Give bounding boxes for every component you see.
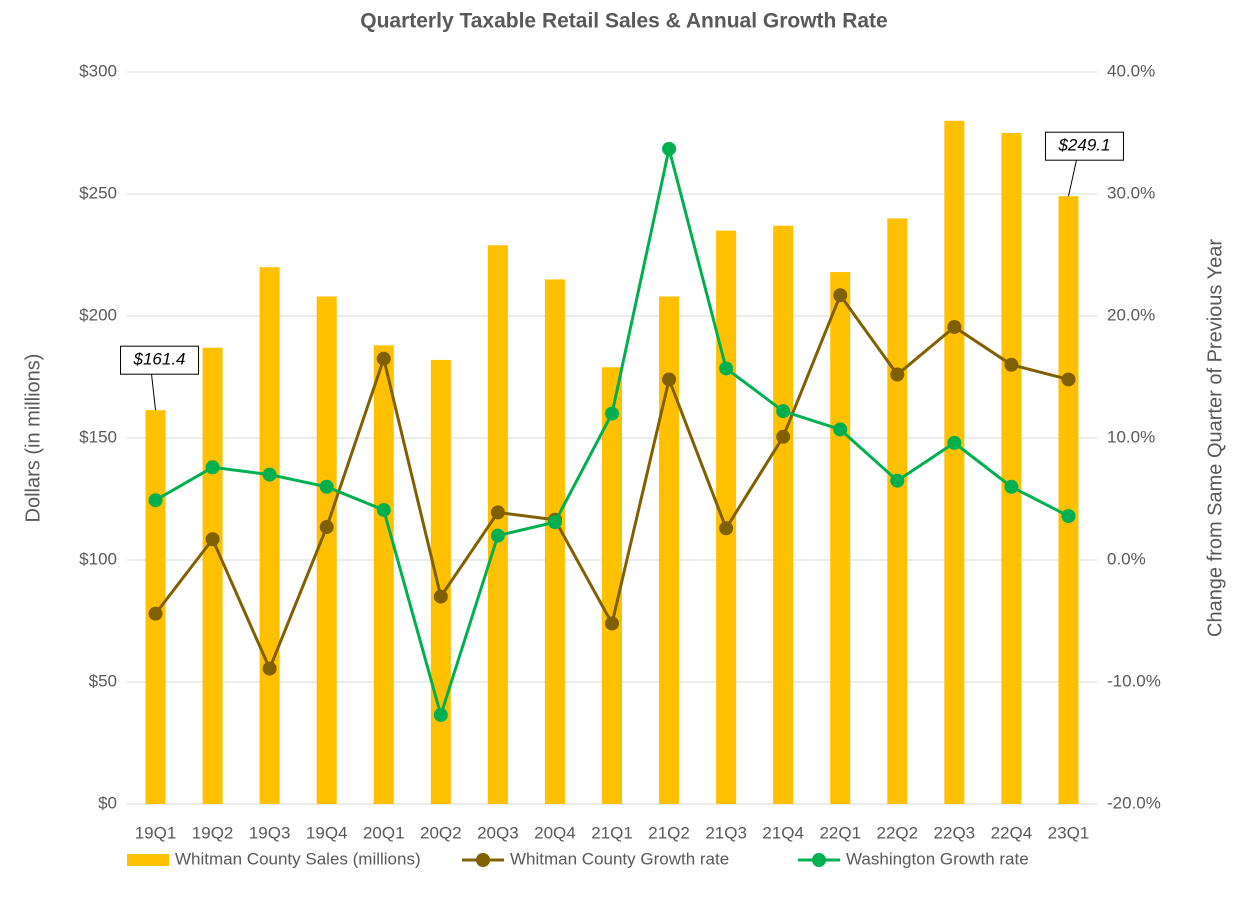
point [376, 351, 391, 366]
bar [773, 225, 794, 805]
legend-label: Washington Growth rate [846, 849, 1029, 868]
y-tick-label: $250 [79, 183, 117, 202]
bar [259, 267, 280, 804]
point [947, 435, 962, 450]
x-tick-label: 22Q2 [876, 823, 918, 842]
bar [830, 272, 851, 805]
point [490, 505, 505, 520]
data-label: $161.4 [133, 350, 186, 369]
bar [887, 218, 908, 804]
bar [430, 359, 451, 804]
point [1061, 372, 1076, 387]
x-tick-label: 22Q3 [934, 823, 976, 842]
x-tick-label: 20Q1 [363, 823, 405, 842]
bar [202, 347, 223, 804]
legend-swatch [127, 854, 169, 866]
point [1004, 479, 1019, 494]
x-tick-label: 19Q1 [135, 823, 177, 842]
point [547, 515, 562, 530]
bar [544, 279, 565, 804]
x-tick-label: 20Q3 [477, 823, 519, 842]
label-leader [1067, 160, 1077, 197]
point [319, 520, 334, 535]
point [1004, 357, 1019, 372]
y-tick-label: $100 [79, 549, 117, 568]
x-tick-label: 21Q1 [591, 823, 633, 842]
y2-tick-label: 10.0% [1107, 427, 1155, 446]
point [205, 532, 220, 547]
point [605, 616, 619, 631]
point [605, 406, 619, 421]
bar [1058, 196, 1079, 805]
y2-tick-label: -20.0% [1107, 793, 1161, 812]
legend-swatch [812, 853, 826, 867]
x-tick-label: 20Q4 [534, 823, 576, 842]
point [719, 521, 734, 536]
label-box [120, 345, 200, 375]
point [319, 479, 334, 494]
point [833, 422, 848, 437]
y-tick-label: $200 [79, 305, 117, 324]
y2-tick-label: 40.0% [1107, 61, 1155, 80]
point [376, 502, 391, 517]
y2-tick-label: -10.0% [1107, 671, 1161, 690]
x-tick-label: 23Q1 [1048, 823, 1090, 842]
point [262, 467, 277, 482]
x-tick-label: 22Q1 [819, 823, 861, 842]
point [833, 288, 848, 303]
y2-axis-label: Change from Same Quarter of Previous Yea… [1204, 239, 1226, 637]
x-tick-label: 21Q4 [762, 823, 804, 842]
y-axis-label: Dollars (in millions) [22, 354, 44, 523]
x-tick-label: 20Q2 [420, 823, 462, 842]
label-leader [151, 374, 157, 411]
bar [944, 120, 965, 805]
point [148, 493, 163, 508]
y-tick-label: $150 [79, 427, 117, 446]
point [433, 707, 448, 722]
point [1061, 509, 1076, 524]
point [662, 372, 677, 387]
bar [373, 345, 394, 804]
x-tick-label: 19Q3 [249, 823, 291, 842]
bar [659, 296, 680, 804]
legend-label: Whitman County Sales (millions) [175, 849, 421, 868]
x-tick-label: 21Q3 [705, 823, 747, 842]
point [262, 661, 277, 676]
point [490, 528, 505, 543]
point [890, 367, 905, 382]
y-tick-label: $0 [98, 793, 117, 812]
x-tick-label: 19Q4 [306, 823, 348, 842]
y2-tick-label: 20.0% [1107, 305, 1155, 324]
bar [1001, 133, 1022, 804]
label-box [1044, 131, 1124, 161]
point [890, 473, 905, 488]
data-label: $249.1 [1057, 136, 1110, 155]
point [433, 589, 448, 604]
point [148, 606, 163, 621]
bar [487, 245, 508, 805]
point [776, 404, 791, 419]
point [662, 141, 677, 156]
legend-label: Whitman County Growth rate [510, 849, 729, 868]
point [719, 361, 734, 376]
y-tick-label: $300 [79, 61, 117, 80]
legend-swatch [476, 853, 490, 867]
x-tick-label: 22Q4 [991, 823, 1033, 842]
bar [316, 296, 337, 804]
x-tick-label: 19Q2 [192, 823, 234, 842]
y2-tick-label: 30.0% [1107, 183, 1155, 202]
point [776, 429, 791, 444]
y-tick-label: $50 [89, 671, 117, 690]
y2-tick-label: 0.0% [1107, 549, 1146, 568]
bar [602, 367, 622, 804]
point [205, 460, 220, 475]
x-tick-label: 21Q2 [648, 823, 690, 842]
point [947, 319, 962, 334]
chart-title: Quarterly Taxable Retail Sales & Annual … [360, 10, 887, 33]
